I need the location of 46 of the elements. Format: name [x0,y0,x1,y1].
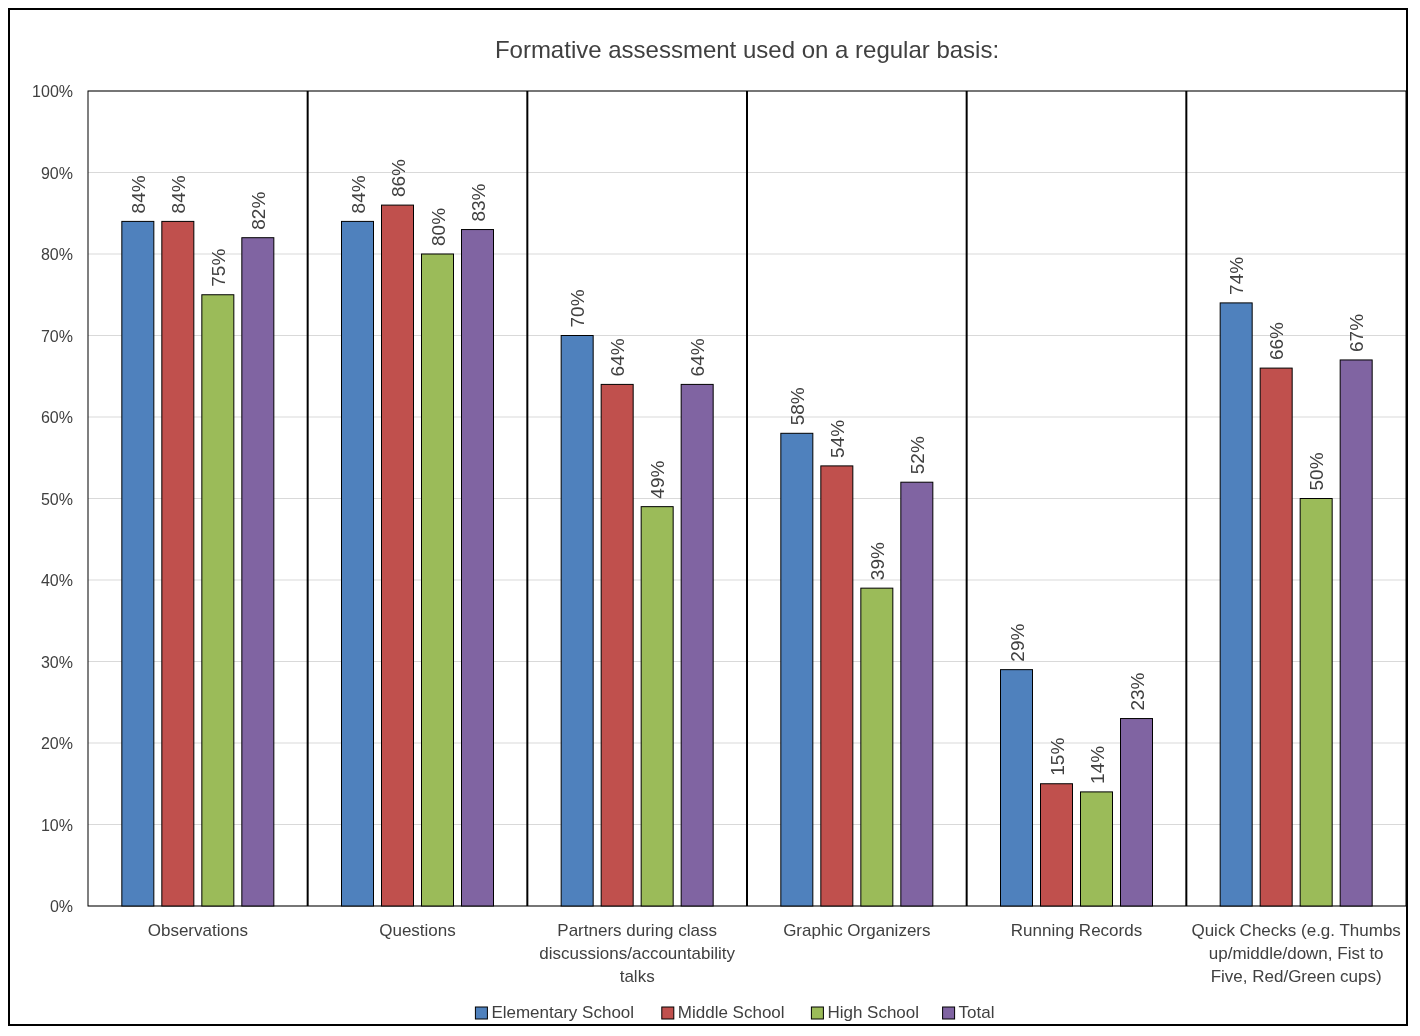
chart-title: Formative assessment used on a regular basis: [494,36,1000,63]
data-label: 14% [1086,745,1108,784]
legend-label: Middle School [677,1003,785,1022]
data-label: 86% [387,158,409,198]
data-label: 58% [786,387,808,426]
data-label: 15% [1046,737,1068,776]
data-label: 23% [1126,672,1148,711]
data-label: 84% [347,175,369,214]
data-label: 64% [687,338,709,377]
x-tick-label: Observations [147,921,248,940]
y-tick-label: 70% [40,327,73,345]
data-label: 70% [567,289,589,328]
data-label: 50% [1306,452,1328,491]
data-label: 39% [866,542,888,581]
data-label: 29% [1006,623,1028,662]
data-label: 83% [467,183,489,222]
y-tick-label: 80% [40,246,73,263]
y-tick-label: 10% [40,816,73,834]
data-label: 82% [247,191,269,230]
x-tick-label: Questions [379,921,456,940]
data-label: 49% [647,460,669,499]
y-tick-label: 100% [32,83,73,100]
legend-label: Total [958,1003,995,1022]
data-label: 54% [826,419,848,458]
y-tick-label: 40% [40,572,73,589]
y-tick-label: 30% [40,653,73,671]
data-label: 75% [207,248,229,287]
y-tick-label: 60% [40,409,73,426]
data-label: 84% [167,175,189,214]
x-tick-label: Partners during class discussions/accountability talks [539,921,736,986]
legend-label: Elementary School [491,1003,635,1022]
data-label: 64% [607,338,629,377]
y-tick-label: 20% [40,735,73,752]
data-label: 84% [127,175,149,214]
data-label: 67% [1346,313,1368,352]
legend-label: High School [827,1003,920,1022]
x-tick-label: Running Records [1010,921,1143,940]
data-label: 80% [427,207,449,246]
data-label: 74% [1226,256,1248,295]
y-tick-label: 50% [40,490,73,508]
y-tick-label: 90% [40,164,73,182]
x-tick-label: Quick Checks (e.g. Thumbs up/middle/down, Fist to Five, Red/Green cups) [1191,921,1401,986]
x-tick-label: Graphic Organizers [783,921,931,940]
y-tick-label: 0% [49,898,73,915]
data-label: 66% [1266,321,1288,361]
data-label: 52% [906,436,928,475]
